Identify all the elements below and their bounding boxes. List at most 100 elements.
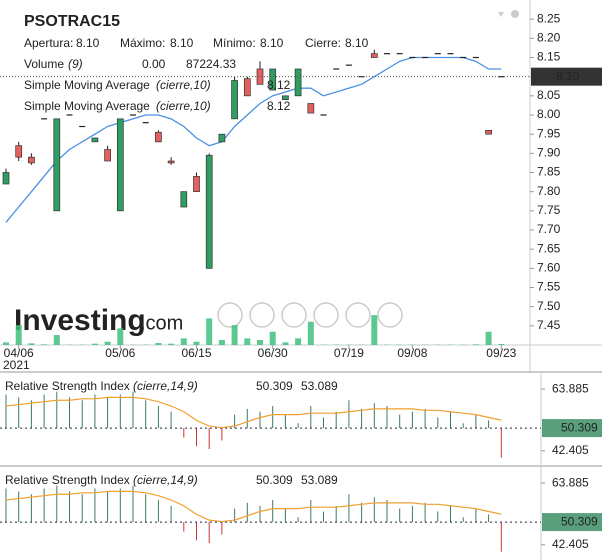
volume-bar [371, 315, 378, 345]
rsi-value: 50.309 [256, 473, 293, 487]
y-tick-label: 63.885 [552, 475, 589, 489]
title: PSOTRAC15 [24, 13, 120, 30]
ohlc-label: Apertura: [24, 36, 73, 50]
candle-body [167, 160, 175, 164]
ohlc-value: 8.10 [345, 36, 369, 50]
candle-body [53, 118, 61, 212]
rsi-badge [542, 419, 602, 438]
window-icons[interactable] [498, 10, 519, 18]
rsi-signal-value: 53.089 [301, 379, 338, 393]
x-tick-label: 09/08 [397, 346, 427, 360]
y-tick-label: 7.90 [537, 146, 561, 160]
sma-params: (cierre,10) [156, 99, 211, 113]
volume-bar [485, 331, 492, 345]
x-tick-label: 04/06 [4, 346, 34, 360]
ohlc-value: 8.10 [76, 36, 100, 50]
sma-name: Simple Moving Average [24, 78, 150, 92]
volume-bar [206, 318, 213, 345]
rsi-signal-line [5, 396, 502, 429]
volume-bar [15, 325, 22, 345]
y-tick-label: 7.70 [537, 222, 561, 236]
volume-bar [155, 343, 162, 345]
candle-body [294, 68, 302, 97]
candle-body [256, 68, 264, 85]
toolbar-button[interactable] [249, 302, 275, 328]
volume-bar [307, 321, 314, 345]
volume-bar [168, 343, 175, 345]
settings-icon[interactable] [511, 10, 519, 18]
last-price-label: 8.10 [556, 69, 580, 83]
ohlc-label: Mínimo: [213, 36, 256, 50]
x-tick-label: 05/06 [105, 346, 135, 360]
volume-bar [498, 344, 505, 345]
x-tick-label: 07/19 [334, 346, 364, 360]
volume-bar [180, 338, 187, 345]
y-tick-label: 63.885 [552, 381, 589, 395]
rsi-title: Relative Strength Index [5, 473, 130, 487]
toolbar-button[interactable] [217, 302, 243, 328]
ohlc-value: 8.10 [260, 36, 284, 50]
rsi-title: Relative Strength Index [5, 379, 130, 393]
y-tick-label: 8.20 [537, 31, 561, 45]
y-tick-label: 7.75 [537, 203, 561, 217]
volume-bar [269, 331, 276, 345]
candle-body [485, 129, 492, 135]
watermark: Investing [14, 304, 146, 337]
candle-body [370, 53, 378, 58]
toolbar-button[interactable] [313, 302, 339, 328]
chart-toolbar[interactable] [217, 302, 403, 328]
y-tick-label: 8.05 [537, 88, 561, 102]
volume-name: Volume [24, 57, 64, 71]
y-tick-label: 8.25 [537, 11, 561, 25]
volume-bar [3, 342, 9, 345]
candle-body [282, 95, 289, 101]
volume-bar [28, 343, 35, 345]
y-tick-label: 42.405 [552, 537, 589, 551]
volume-bar [218, 340, 225, 345]
rsi-badge-label: 50.309 [561, 514, 598, 528]
candle-body [243, 78, 251, 97]
candle-body [180, 191, 188, 208]
toolbar-button[interactable] [345, 302, 371, 328]
y-tick-label: 8.15 [537, 50, 561, 64]
volume-bar [104, 341, 111, 345]
candle-body [104, 149, 111, 162]
volume-bar [244, 338, 251, 345]
toolbar-button[interactable] [377, 302, 403, 328]
ohlc-label: Cierre: [305, 36, 341, 50]
ohlc-value: 8.10 [170, 36, 194, 50]
volume-bar [91, 343, 98, 345]
candle-body [15, 145, 23, 158]
candle-body [155, 131, 162, 143]
y-tick-label: 42.405 [552, 443, 589, 457]
toolbar-button[interactable] [281, 302, 307, 328]
volume-value: 0.00 [142, 57, 166, 71]
volume-bar [117, 328, 124, 345]
volume-bar [193, 341, 200, 345]
candle-body [231, 80, 238, 120]
candle-body [116, 118, 124, 212]
x-tick-label: 06/15 [181, 346, 211, 360]
sma-value: 8.12 [267, 99, 291, 113]
candle-body [269, 68, 277, 91]
y-tick-label: 7.60 [537, 261, 561, 275]
candle-body [307, 103, 315, 114]
candle-body [2, 172, 10, 185]
candle-body [193, 175, 200, 193]
watermark: .com [140, 312, 183, 334]
sma-params: (cierre,10) [156, 78, 211, 92]
volume-params: (9) [68, 57, 83, 71]
candle-body [28, 156, 35, 164]
collapse-icon[interactable] [498, 12, 504, 17]
y-tick-label: 7.45 [537, 318, 561, 332]
candle-body [91, 137, 99, 143]
y-tick-label: 8.00 [537, 107, 561, 121]
volume-bar [472, 344, 479, 345]
rsi-badge-label: 50.309 [561, 420, 598, 434]
ohlc-label: Máximo: [120, 36, 165, 50]
volume-bar [231, 325, 238, 345]
x-tick-label: 06/30 [258, 346, 288, 360]
volume-bar [41, 344, 48, 345]
last-price-badge [531, 67, 602, 86]
